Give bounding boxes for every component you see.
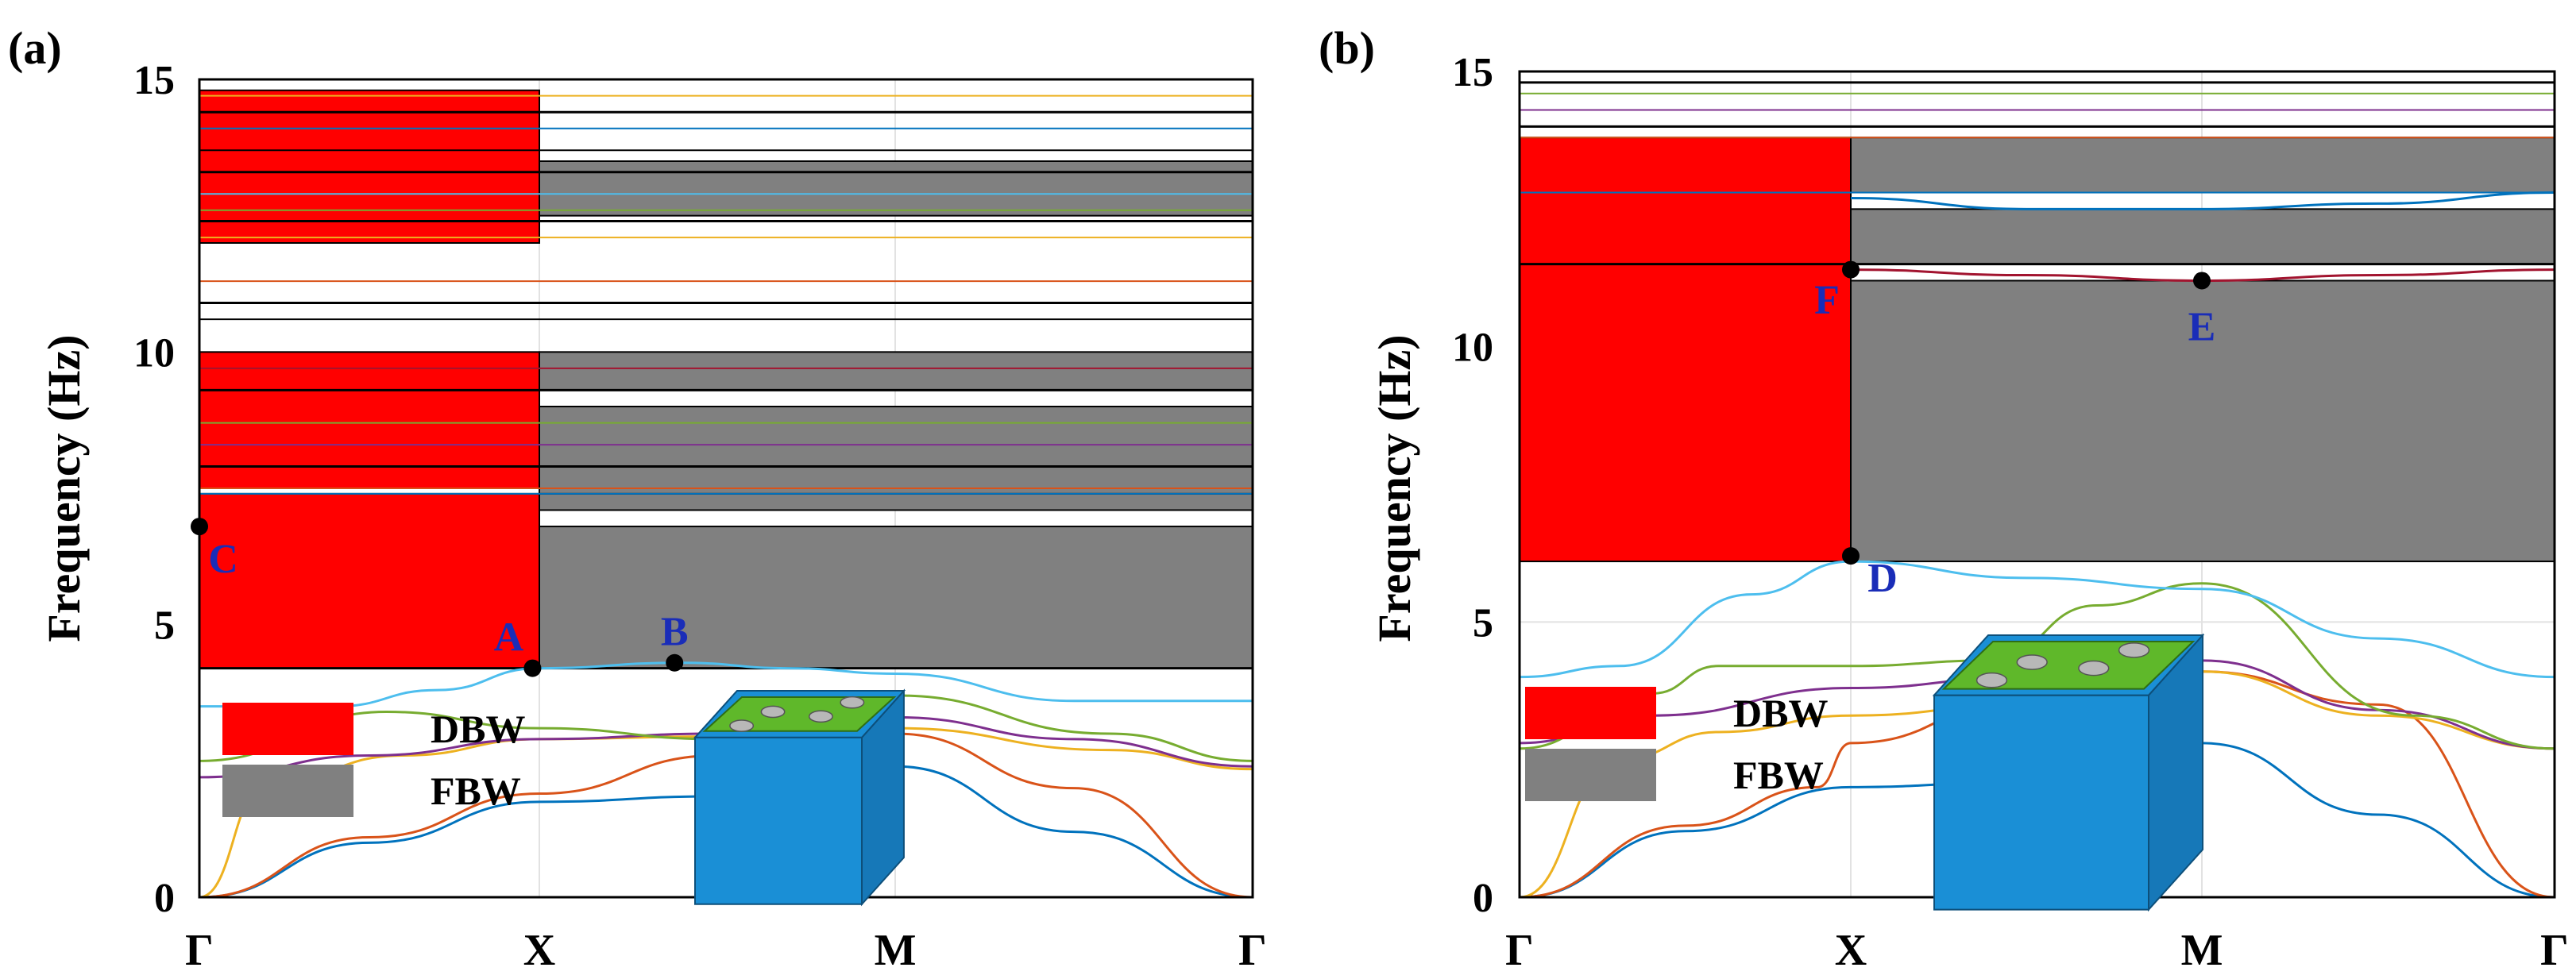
cube-hole (808, 710, 833, 723)
y-tick-label: 0 (154, 876, 175, 921)
x-tick-label: X (1835, 926, 1867, 975)
cube-hole (840, 696, 865, 709)
cube-hole (1975, 672, 2008, 688)
fbw-region (539, 160, 1253, 217)
cube-hole (729, 719, 755, 732)
legend-swatch-dbw (1525, 687, 1656, 739)
legend-swatch-dbw (222, 703, 353, 755)
unit-cell-cube-image (693, 688, 906, 907)
y-tick-label: 15 (1452, 50, 1493, 95)
point-label: E (2188, 304, 2216, 349)
marker-point-d (1842, 547, 1860, 565)
point-label: B (661, 610, 689, 655)
marker-point-e (2193, 272, 2211, 290)
y-tick-label: 10 (1452, 326, 1493, 371)
x-tick-label: Γ (1505, 926, 1534, 975)
point-label: F (1814, 278, 1840, 323)
fbw-region (1850, 279, 2555, 563)
cube-hole (2118, 642, 2150, 658)
y-tick-label: 10 (133, 330, 175, 376)
point-label: A (494, 615, 524, 661)
dispersion-curve-band6 (1519, 560, 2555, 679)
dbw-region (199, 89, 540, 244)
marker-point-c (191, 518, 208, 536)
fbw-region (539, 526, 1253, 669)
legend-label: DBW (1733, 691, 1828, 735)
cube-hole (2078, 660, 2110, 676)
x-tick-label: Γ (185, 926, 214, 975)
fbw-region (539, 492, 1253, 511)
dbw-region (199, 351, 540, 490)
fbw-region (1850, 137, 2555, 194)
x-tick-label: Γ (2540, 926, 2569, 975)
cube-hole (2016, 654, 2048, 670)
panel-a: 0 5 10 15 Γ X M Γ Frequency (Hz) (a) A B C DBW FBW (8, 22, 1267, 975)
marker-point-f (1842, 260, 1860, 279)
point-label: C (208, 537, 238, 582)
y-tick-label: 0 (1473, 876, 1493, 921)
unit-cell-cube-image (1932, 633, 2205, 912)
cube-hole (760, 705, 786, 719)
panel-label: (b) (1319, 22, 1375, 74)
cube-front-face (1933, 694, 2149, 911)
legend-label: FBW (1733, 753, 1824, 797)
y-tick-label: 5 (154, 603, 175, 649)
x-tick-label: X (523, 926, 555, 975)
fbw-region (1850, 208, 2555, 265)
marker-point-b (666, 653, 684, 672)
x-tick-label: Γ (1238, 926, 1267, 975)
legend-label: DBW (431, 707, 525, 751)
dispersion-curve-band8 (1850, 191, 2555, 210)
dbw-region (1519, 137, 1852, 563)
legend-label: FBW (431, 769, 521, 813)
y-axis-label: Frequency (Hz) (1369, 334, 1420, 642)
panel-b: 0 5 10 15 Γ X M Γ Frequency (Hz) (b) D E F DBW FBW (1319, 22, 2569, 975)
x-tick-label: M (2181, 926, 2223, 975)
y-tick-label: 15 (133, 58, 175, 103)
fbw-region (539, 406, 1253, 495)
fbw-region (539, 351, 1253, 391)
y-axis-label: Frequency (Hz) (38, 334, 90, 642)
dbw-region (199, 492, 540, 669)
legend-swatch-fbw (222, 765, 353, 817)
panel-label: (a) (8, 22, 62, 74)
point-label: D (1867, 556, 1898, 601)
x-tick-label: M (875, 926, 917, 975)
cube-front-face (694, 736, 863, 905)
legend-swatch-fbw (1525, 749, 1656, 801)
y-tick-label: 5 (1473, 600, 1493, 646)
marker-point-a (523, 659, 542, 677)
